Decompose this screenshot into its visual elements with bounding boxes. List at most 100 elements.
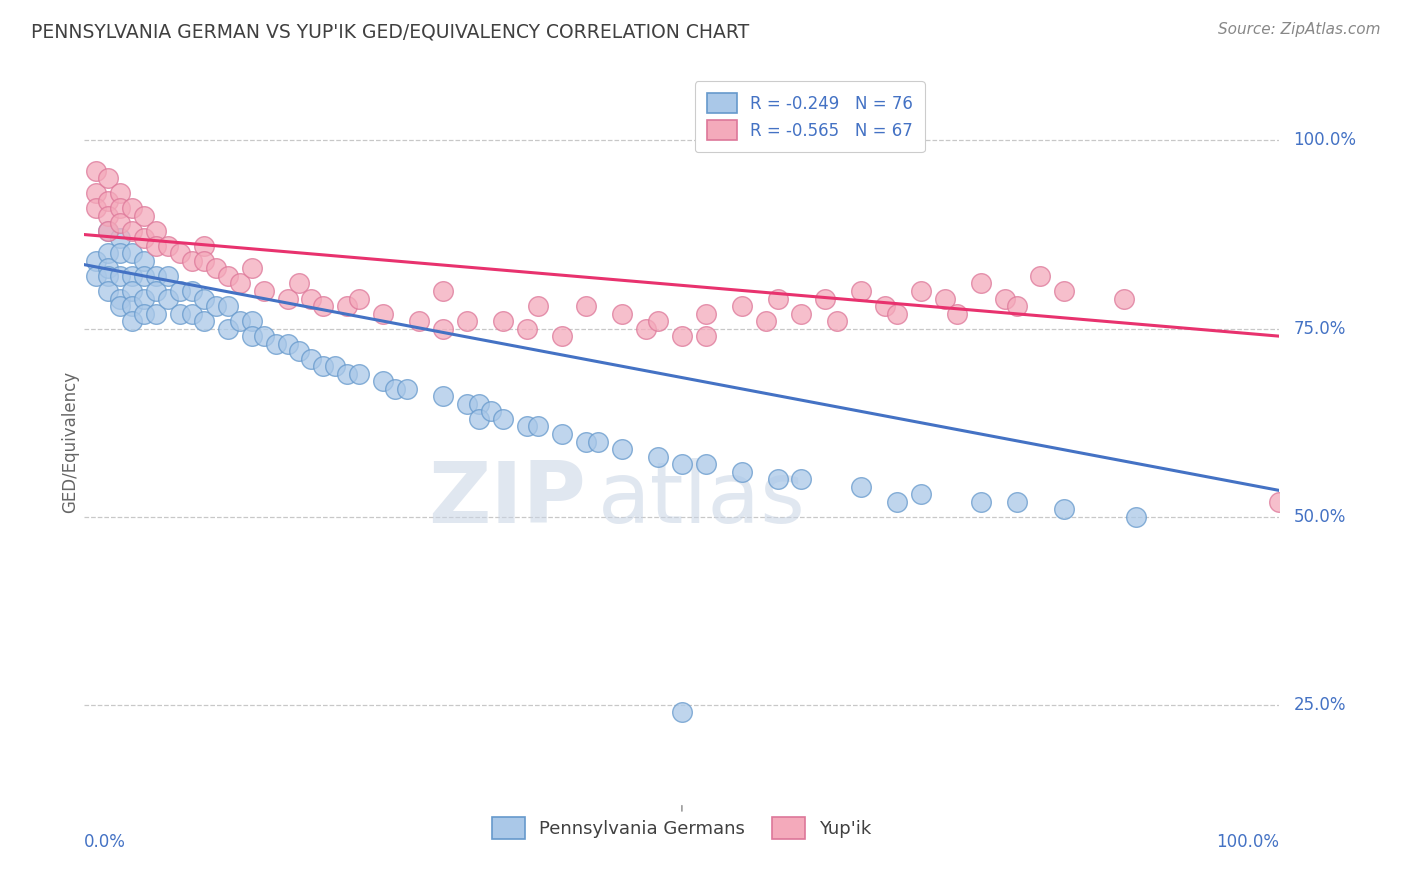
Point <box>671 457 693 471</box>
Point <box>946 307 969 321</box>
Point <box>456 314 478 328</box>
Point <box>636 321 658 335</box>
Point <box>132 209 156 223</box>
Point <box>647 450 669 464</box>
Point <box>349 292 371 306</box>
Point <box>349 367 371 381</box>
Point <box>790 472 813 486</box>
Point <box>468 397 491 411</box>
Point <box>910 487 932 501</box>
Point <box>432 389 454 403</box>
Point <box>97 224 120 238</box>
Point <box>97 209 120 223</box>
Point <box>695 457 717 471</box>
Point <box>312 299 335 313</box>
Point <box>468 412 491 426</box>
Point <box>479 404 502 418</box>
Point <box>110 292 132 306</box>
Point <box>288 277 311 291</box>
Point <box>145 307 167 321</box>
Point <box>432 321 454 335</box>
Point <box>588 434 610 449</box>
Point <box>229 277 252 291</box>
Point <box>695 329 717 343</box>
Point <box>97 268 120 283</box>
Text: 100.0%: 100.0% <box>1294 131 1357 150</box>
Point <box>766 472 789 486</box>
Point <box>336 367 359 381</box>
Point <box>132 292 156 306</box>
Point <box>217 268 239 283</box>
Point <box>1125 509 1147 524</box>
Point <box>1005 494 1028 508</box>
Point <box>731 465 754 479</box>
Point <box>86 163 108 178</box>
Point <box>456 397 478 411</box>
Point <box>827 314 849 328</box>
Point <box>373 375 395 389</box>
Point <box>396 382 419 396</box>
Point <box>145 268 167 283</box>
Point <box>97 224 120 238</box>
Point <box>994 292 1017 306</box>
Point <box>384 382 406 396</box>
Point <box>132 254 156 268</box>
Point <box>145 284 167 298</box>
Point <box>325 359 347 374</box>
Point <box>312 359 335 374</box>
Point <box>157 292 180 306</box>
Point <box>121 314 143 328</box>
Point <box>336 299 359 313</box>
Point <box>288 344 311 359</box>
Point <box>551 427 574 442</box>
Point <box>1005 299 1028 313</box>
Point <box>253 329 276 343</box>
Point <box>790 307 813 321</box>
Point <box>110 231 132 245</box>
Point <box>110 186 132 201</box>
Point <box>432 284 454 298</box>
Point <box>253 284 276 298</box>
Point <box>132 268 156 283</box>
Point <box>551 329 574 343</box>
Point <box>1053 284 1076 298</box>
Point <box>86 186 108 201</box>
Text: PENNSYLVANIA GERMAN VS YUP'IK GED/EQUIVALENCY CORRELATION CHART: PENNSYLVANIA GERMAN VS YUP'IK GED/EQUIVA… <box>31 22 749 41</box>
Text: 75.0%: 75.0% <box>1294 319 1346 338</box>
Point <box>205 261 228 276</box>
Point <box>181 254 204 268</box>
Point <box>240 329 263 343</box>
Point <box>86 201 108 215</box>
Point <box>875 299 897 313</box>
Point <box>970 277 993 291</box>
Point <box>157 268 180 283</box>
Point <box>86 254 108 268</box>
Point <box>492 412 515 426</box>
Point <box>373 307 395 321</box>
Point <box>181 284 204 298</box>
Text: 50.0%: 50.0% <box>1294 508 1346 525</box>
Point <box>647 314 669 328</box>
Point <box>169 284 191 298</box>
Point <box>1268 494 1291 508</box>
Point <box>516 321 538 335</box>
Point <box>121 224 143 238</box>
Point <box>1053 502 1076 516</box>
Point <box>671 706 693 720</box>
Point <box>145 224 167 238</box>
Point <box>851 480 873 494</box>
Point <box>217 299 239 313</box>
Point <box>121 201 143 215</box>
Point <box>132 307 156 321</box>
Point <box>814 292 837 306</box>
Point <box>755 314 778 328</box>
Point <box>1029 268 1052 283</box>
Text: atlas: atlas <box>599 458 806 541</box>
Point <box>277 292 299 306</box>
Point <box>671 329 693 343</box>
Point <box>121 268 143 283</box>
Point <box>575 299 598 313</box>
Text: ZIP: ZIP <box>429 458 586 541</box>
Point <box>193 254 215 268</box>
Point <box>492 314 515 328</box>
